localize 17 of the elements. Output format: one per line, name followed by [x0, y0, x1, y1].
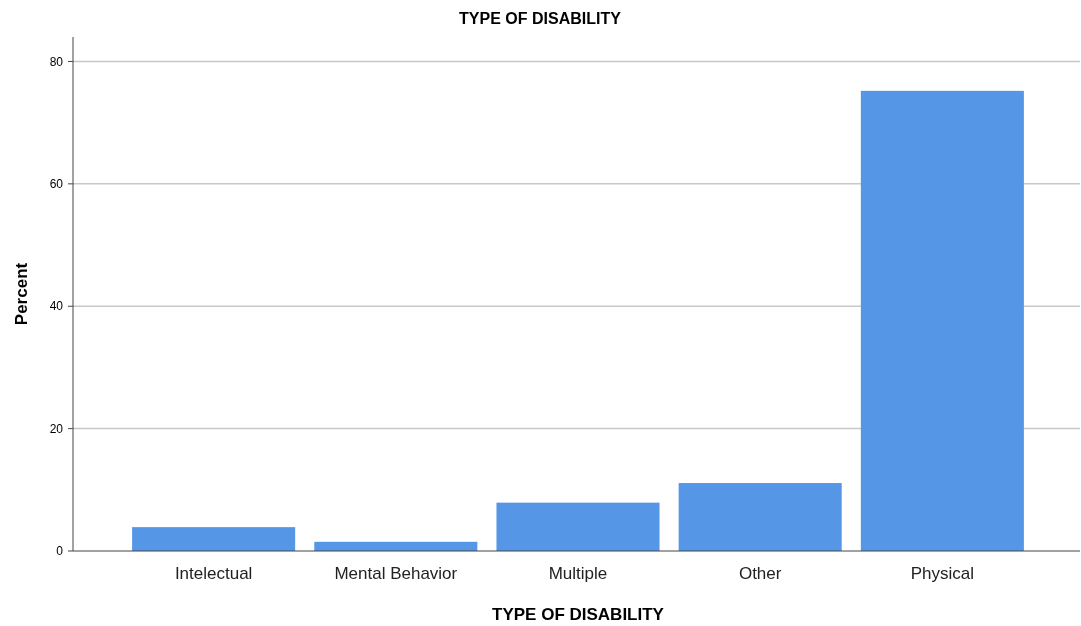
x-tick-label: Other — [738, 564, 782, 583]
y-tick-label: 0 — [56, 544, 64, 559]
bar — [496, 502, 660, 551]
x-tick-label: Intelectual — [174, 564, 253, 583]
bar — [678, 483, 842, 551]
y-axis-title: Percent — [12, 262, 31, 326]
x-tick-label: Physical — [910, 564, 975, 583]
y-tick-label: 80 — [49, 54, 64, 69]
x-tick-label: Multiple — [548, 564, 608, 583]
chart-title: TYPE OF DISABILITY — [459, 10, 622, 27]
x-tick-label: Mental Behavior — [334, 564, 458, 583]
y-tick-label: 20 — [49, 421, 64, 436]
y-tick-label: 40 — [49, 299, 64, 314]
bar — [860, 90, 1024, 551]
y-tick-label: 60 — [49, 177, 64, 192]
x-axis-title: TYPE OF DISABILITY — [492, 605, 665, 624]
bar — [132, 527, 296, 551]
